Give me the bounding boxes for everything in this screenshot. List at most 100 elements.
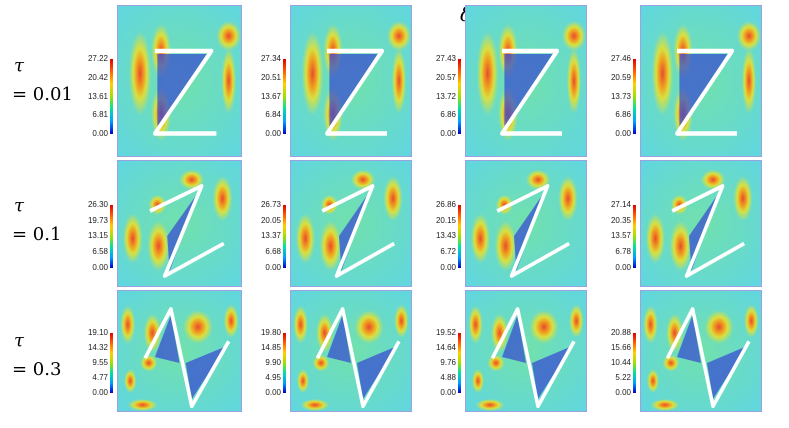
- z-baffle: [665, 307, 751, 408]
- velocity-field-image: [117, 5, 242, 157]
- z-baffle: [671, 184, 746, 278]
- colorbar-tick-label: 0.00: [92, 262, 108, 272]
- row-value: = 0.01: [12, 84, 73, 105]
- colorbar-tick-label: 0.00: [440, 262, 456, 272]
- baffle-shape: [143, 307, 231, 408]
- colorbar-tick-label: 14.32: [87, 343, 108, 353]
- velocity-field-image: [117, 160, 242, 287]
- low-velocity-region: [327, 315, 397, 399]
- colorbar-tick-label: 0.00: [440, 388, 456, 398]
- baffle-shape: [321, 184, 396, 278]
- colorbar-tick-label: 20.35: [610, 215, 631, 225]
- z-baffle: [143, 307, 231, 408]
- colorbar-tick-label: 0.00: [615, 262, 631, 272]
- colorbar: [283, 333, 286, 394]
- colorbar-tick-label: 26.30: [87, 200, 108, 209]
- flow-panel: 20.88 15.66 10.44 5.22 0.00: [600, 290, 762, 412]
- velocity-field-image: [290, 160, 412, 287]
- flow-panel: 26.73 20.05 13.37 6.68 0.00: [250, 160, 412, 287]
- colorbar-tick-label: 27.43: [435, 54, 456, 63]
- colorbar-tick-label: 20.88: [610, 328, 631, 338]
- colorbar-tick-label: 14.85: [260, 343, 281, 353]
- flow-panel: 26.86 20.15 13.43 6.72 0.00: [425, 160, 587, 287]
- colorbar-tick-label: 6.84: [265, 110, 281, 120]
- baffle-shape: [675, 48, 737, 136]
- colorbar-tick-label: 5.22: [615, 373, 631, 383]
- colorbar: [458, 59, 461, 134]
- colorbar-tick-label: 20.15: [435, 215, 456, 225]
- colorbar-tick-label: 13.43: [435, 231, 456, 241]
- baffle-shape: [325, 48, 387, 136]
- colorbar-tick-label: 14.64: [435, 343, 456, 353]
- tau-symbol: τ: [14, 55, 24, 76]
- colorbar-tick-label: 20.05: [260, 215, 281, 225]
- colorbar-tick-label: 13.15: [87, 231, 108, 241]
- velocity-field-image: [465, 5, 587, 157]
- colorbar-tick-label: 6.81: [92, 110, 108, 120]
- baffle-shape: [149, 184, 225, 278]
- colorbar-tick-label: 15.66: [610, 343, 631, 353]
- colorbar-tick-label: 27.46: [610, 54, 631, 63]
- z-baffle: [315, 307, 401, 408]
- baffle-shape: [490, 307, 576, 408]
- baffle-shape: [496, 184, 571, 278]
- flow-panel: 19.80 14.85 9.90 4.95 0.00: [250, 290, 412, 412]
- flow-panel: 27.46 20.59 13.73 6.86 0.00: [600, 5, 762, 157]
- low-velocity-region: [677, 315, 747, 399]
- z-baffle: [500, 48, 562, 136]
- colorbar-tick-label: 6.78: [615, 246, 631, 256]
- colorbar-tick-label: 19.52: [435, 328, 456, 338]
- velocity-field-image: [465, 160, 587, 287]
- velocity-field-image: [465, 290, 587, 412]
- row-label: τ = 0.01: [12, 55, 73, 105]
- colorbar-tick-label: 20.42: [87, 72, 108, 82]
- colorbar-tick-label: 27.14: [610, 200, 631, 209]
- row-label: τ = 0.1: [12, 195, 61, 245]
- colorbar-tick-label: 20.51: [260, 72, 281, 82]
- colorbar-tick-label: 13.72: [435, 91, 456, 101]
- colorbar-tick-label: 26.86: [435, 200, 456, 209]
- colorbar-tick-label: 20.57: [435, 72, 456, 82]
- colorbar-tick-label: 4.95: [265, 373, 281, 383]
- velocity-field-image: [640, 5, 762, 157]
- low-velocity-region: [154, 315, 227, 399]
- colorbar: [283, 59, 286, 134]
- colorbar-tick-label: 27.22: [87, 54, 108, 63]
- row-label: τ = 0.3: [12, 330, 61, 380]
- colorbar-tick-label: 0.00: [265, 129, 281, 138]
- low-velocity-region: [679, 54, 728, 131]
- flow-panel: 27.43 20.57 13.72 6.86 0.00: [425, 5, 587, 157]
- flow-panel: 27.14 20.35 13.57 6.78 0.00: [600, 160, 762, 287]
- colorbar-tick-label: 9.90: [265, 358, 281, 368]
- colorbar-tick-label: 0.00: [92, 388, 108, 398]
- colorbar-tick-label: 0.00: [265, 388, 281, 398]
- colorbar-tick-label: 13.61: [87, 91, 108, 101]
- colorbar-tick-label: 9.55: [92, 358, 108, 368]
- baffle-shape: [153, 48, 217, 136]
- colorbar: [110, 333, 113, 394]
- colorbar-tick-label: 4.77: [92, 373, 108, 383]
- velocity-field-image: [640, 290, 762, 412]
- colorbar: [633, 333, 636, 394]
- colorbar-tick-label: 13.37: [260, 231, 281, 241]
- colorbar: [458, 205, 461, 268]
- colorbar: [110, 59, 113, 134]
- colorbar-tick-label: 13.73: [610, 91, 631, 101]
- z-baffle: [490, 307, 576, 408]
- colorbar-tick-label: 19.10: [87, 328, 108, 338]
- colorbar-tick-label: 26.73: [260, 200, 281, 209]
- low-velocity-region: [502, 315, 572, 399]
- colorbar-tick-label: 10.44: [610, 358, 631, 368]
- z-baffle: [153, 48, 217, 136]
- colorbar: [633, 59, 636, 134]
- colorbar: [633, 205, 636, 268]
- row-value: = 0.3: [12, 359, 62, 380]
- flow-panel: 19.52 14.64 9.76 4.88 0.00: [425, 290, 587, 412]
- flow-panel: 26.30 19.73 13.15 6.58 0.00: [77, 160, 242, 287]
- z-baffle: [325, 48, 387, 136]
- z-baffle: [496, 184, 571, 278]
- colorbar-tick-label: 4.88: [440, 373, 456, 383]
- colorbar-tick-label: 19.73: [87, 215, 108, 225]
- velocity-field-image: [290, 5, 412, 157]
- baffle-shape: [671, 184, 746, 278]
